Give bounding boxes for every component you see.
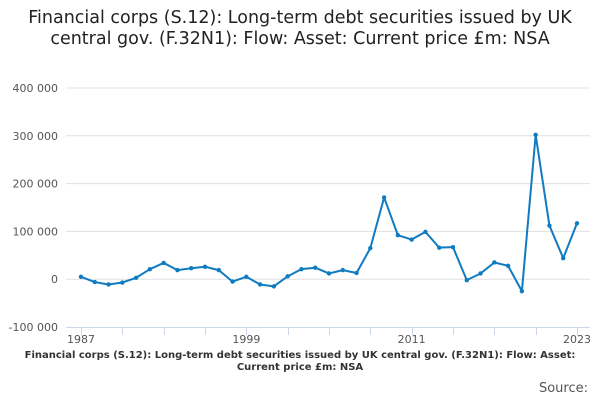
data-point bbox=[216, 267, 221, 273]
x-tick-label: 1987 bbox=[67, 333, 95, 345]
data-point bbox=[78, 274, 84, 280]
data-point bbox=[492, 260, 497, 265]
data-point bbox=[230, 279, 235, 284]
data-point bbox=[505, 263, 511, 269]
data-point bbox=[285, 274, 290, 279]
chart-title: Financial corps (S.12): Long-term debt s… bbox=[28, 8, 572, 49]
data-point bbox=[202, 264, 208, 269]
x-tick-label: 2023 bbox=[563, 333, 591, 345]
data-point bbox=[92, 279, 97, 285]
data-point bbox=[533, 132, 538, 138]
data-point bbox=[271, 284, 277, 289]
data-point bbox=[368, 245, 373, 251]
data-point bbox=[147, 266, 153, 272]
data-point bbox=[354, 270, 359, 276]
data-point bbox=[326, 271, 332, 276]
data-point bbox=[313, 265, 318, 270]
data-point bbox=[257, 282, 263, 287]
y-tick-label: -100 000 bbox=[9, 321, 58, 334]
data-point bbox=[409, 237, 414, 242]
data-point bbox=[175, 267, 180, 273]
y-tick-label: 100 000 bbox=[13, 225, 59, 238]
data-point bbox=[574, 221, 580, 226]
data-point bbox=[464, 277, 469, 283]
y-tick-label: 0 bbox=[51, 273, 58, 286]
data-point bbox=[340, 267, 345, 273]
y-tick-label: 200 000 bbox=[13, 178, 59, 191]
data-point bbox=[423, 229, 428, 235]
source-label: Source: bbox=[538, 381, 588, 396]
x-tick-label: 1999 bbox=[232, 333, 260, 345]
data-line bbox=[80, 133, 578, 293]
data-point bbox=[120, 280, 125, 285]
data-point bbox=[437, 245, 442, 250]
data-point bbox=[547, 223, 552, 228]
data-point bbox=[299, 266, 304, 272]
data-point bbox=[161, 260, 166, 266]
footer-series-title: Financial corps (S.12): Long-term debt s… bbox=[24, 350, 576, 373]
data-point bbox=[133, 275, 139, 280]
data-point bbox=[478, 271, 483, 276]
y-tick-label: 300 000 bbox=[13, 130, 59, 143]
data-point bbox=[381, 195, 387, 200]
data-point bbox=[395, 233, 401, 238]
line-chart: -100 000 0 100 000 200 000 300 000 400 000 198… bbox=[9, 82, 591, 345]
data-point bbox=[106, 282, 111, 287]
data-point bbox=[189, 266, 194, 271]
data-point bbox=[244, 274, 249, 280]
data-point bbox=[519, 288, 525, 294]
y-tick-label: 400 000 bbox=[13, 82, 59, 95]
data-point bbox=[561, 255, 566, 261]
x-tick-label: 2011 bbox=[398, 333, 426, 345]
data-point bbox=[450, 244, 456, 250]
